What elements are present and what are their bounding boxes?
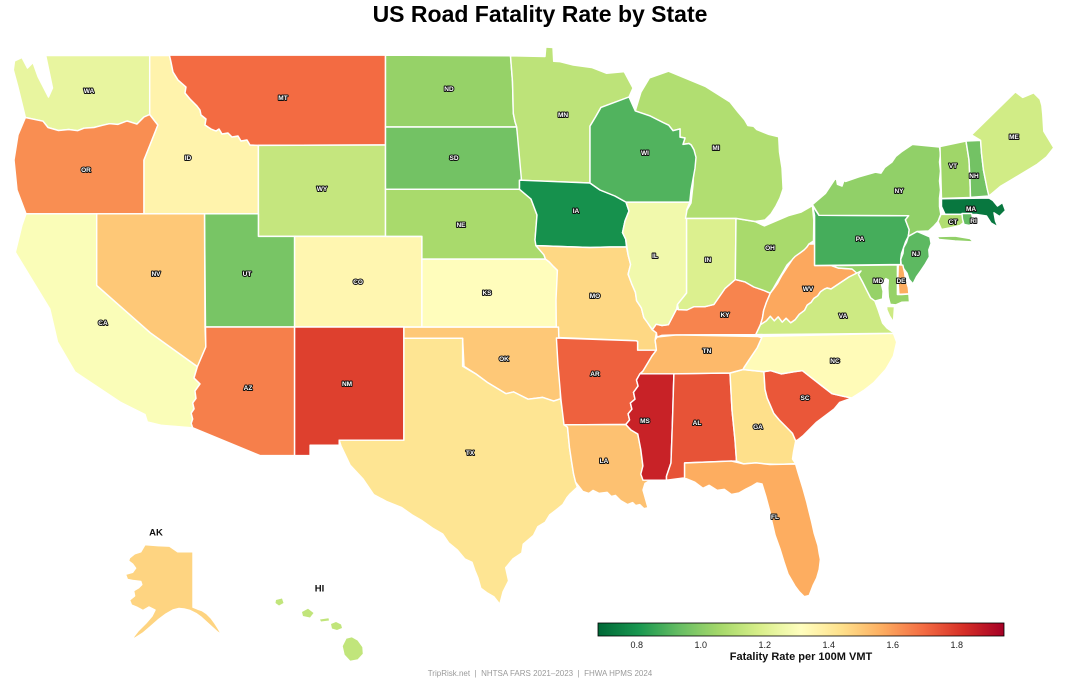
- svg-text:ND: ND: [444, 86, 454, 93]
- svg-text:VT: VT: [949, 163, 957, 170]
- svg-text:OR: OR: [81, 167, 91, 174]
- svg-text:IN: IN: [705, 257, 712, 264]
- svg-text:NV: NV: [151, 271, 161, 278]
- svg-text:WY: WY: [317, 186, 328, 193]
- svg-text:TX: TX: [466, 450, 475, 457]
- svg-text:MA: MA: [966, 206, 976, 213]
- svg-text:NH: NH: [969, 173, 979, 180]
- svg-text:0.8: 0.8: [630, 640, 643, 650]
- svg-text:NM: NM: [342, 381, 352, 388]
- svg-text:DE: DE: [896, 278, 906, 285]
- svg-text:NC: NC: [830, 358, 840, 365]
- svg-text:KS: KS: [482, 290, 492, 297]
- svg-text:MS: MS: [640, 418, 650, 425]
- svg-text:TN: TN: [703, 348, 712, 355]
- svg-text:OH: OH: [765, 245, 775, 252]
- svg-text:SC: SC: [800, 395, 809, 402]
- svg-text:NE: NE: [456, 222, 466, 229]
- svg-text:ID: ID: [185, 155, 192, 162]
- svg-text:IA: IA: [573, 208, 580, 215]
- svg-text:OK: OK: [499, 356, 509, 363]
- svg-text:PA: PA: [856, 236, 865, 243]
- svg-text:CO: CO: [353, 279, 363, 286]
- svg-text:MN: MN: [558, 112, 568, 119]
- svg-text:MO: MO: [590, 293, 600, 300]
- svg-text:VA: VA: [839, 313, 848, 320]
- svg-text:ME: ME: [1009, 134, 1019, 141]
- svg-text:WA: WA: [84, 88, 95, 95]
- svg-text:IL: IL: [652, 253, 658, 260]
- svg-text:NY: NY: [894, 188, 904, 195]
- svg-text:UT: UT: [243, 271, 252, 278]
- svg-text:AL: AL: [693, 420, 702, 427]
- svg-text:TripRisk.net | NHTSA FARS 20: TripRisk.net | NHTSA FARS 2021–2023 | FH…: [428, 669, 653, 678]
- svg-text:FL: FL: [771, 514, 779, 521]
- svg-text:CT: CT: [949, 219, 958, 226]
- svg-text:1.8: 1.8: [950, 640, 963, 650]
- svg-text:NJ: NJ: [912, 251, 921, 258]
- svg-text:Fatality Rate per 100M VMT: Fatality Rate per 100M VMT: [730, 651, 873, 663]
- svg-text:AR: AR: [590, 371, 600, 378]
- svg-text:1.2: 1.2: [758, 640, 771, 650]
- svg-text:GA: GA: [753, 424, 763, 431]
- svg-text:AK: AK: [149, 528, 163, 539]
- svg-text:KY: KY: [720, 312, 730, 319]
- svg-text:HI: HI: [315, 584, 325, 595]
- svg-text:1.6: 1.6: [886, 640, 899, 650]
- svg-text:MT: MT: [278, 95, 287, 102]
- svg-text:AZ: AZ: [244, 385, 253, 392]
- svg-text:LA: LA: [600, 458, 609, 465]
- svg-text:RI: RI: [970, 218, 977, 225]
- svg-text:1.0: 1.0: [694, 640, 707, 650]
- svg-text:WV: WV: [803, 286, 814, 293]
- svg-text:MI: MI: [712, 145, 719, 152]
- svg-text:MD: MD: [873, 278, 883, 285]
- svg-text:SD: SD: [449, 155, 458, 162]
- svg-text:1.4: 1.4: [822, 640, 835, 650]
- svg-text:CA: CA: [98, 320, 108, 327]
- svg-text:WI: WI: [641, 150, 649, 157]
